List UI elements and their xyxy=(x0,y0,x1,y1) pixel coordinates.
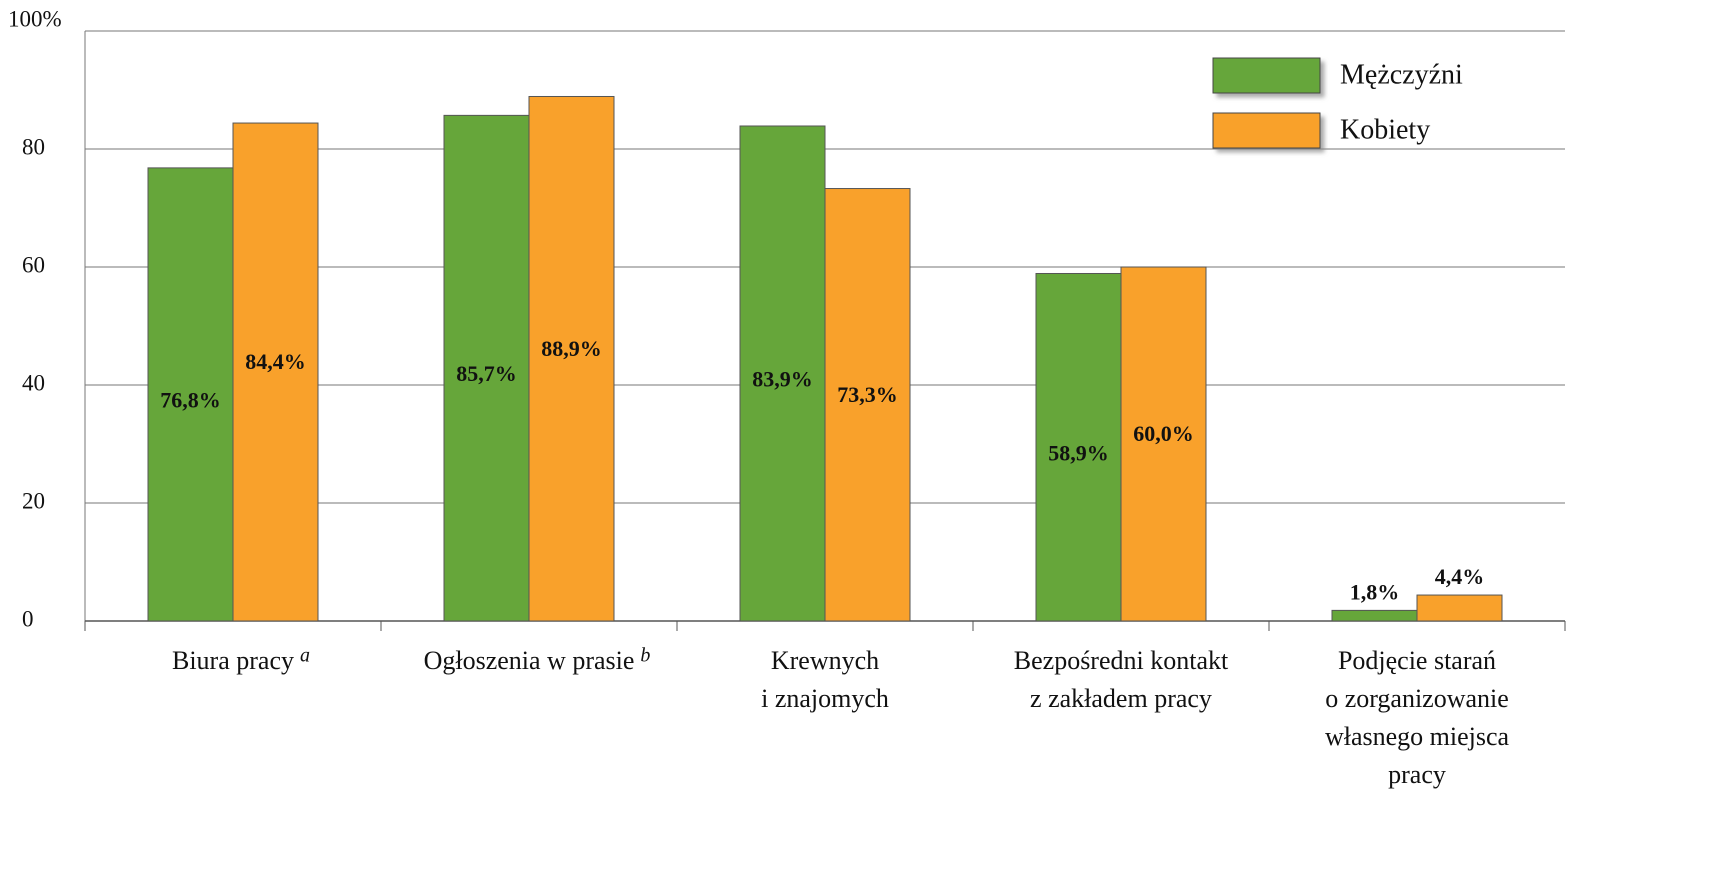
legend-swatch xyxy=(1212,112,1321,149)
value-label: 76,8% xyxy=(160,387,221,412)
x-tick-label: o zorganizowanie xyxy=(1325,684,1509,713)
y-tick-label: 40 xyxy=(22,370,45,395)
x-tick-label: Podjęcie starań xyxy=(1338,646,1496,675)
bar xyxy=(1331,609,1418,622)
x-tick-label: z zakładem pracy xyxy=(1030,684,1212,713)
bar xyxy=(739,125,826,622)
value-label: 1,8% xyxy=(1350,579,1400,604)
x-tick-label: Krewnych xyxy=(771,646,879,675)
bar xyxy=(1035,272,1122,622)
bar xyxy=(443,114,530,622)
value-label: 4,4% xyxy=(1435,564,1485,589)
bar xyxy=(1120,266,1207,622)
value-label: 88,9% xyxy=(541,336,602,361)
bar xyxy=(528,95,615,622)
y-tick-label: 80 xyxy=(22,134,45,159)
legend-label: Kobiety xyxy=(1340,114,1430,145)
x-tick-label: i znajomych xyxy=(761,684,889,713)
x-tick-label: pracy xyxy=(1388,760,1446,789)
y-tick-label: 20 xyxy=(22,488,45,513)
legend-swatch xyxy=(1212,57,1321,94)
bar xyxy=(824,188,911,622)
y-tick-label: 100% xyxy=(8,6,62,31)
value-label: 84,4% xyxy=(245,349,306,374)
bar xyxy=(1416,594,1503,622)
footnote-mark: b xyxy=(640,645,650,667)
value-label: 60,0% xyxy=(1133,421,1194,446)
x-tick-label: Bezpośredni kontakt xyxy=(1014,646,1229,675)
y-tick-label: 60 xyxy=(22,252,45,277)
bar xyxy=(232,122,319,622)
x-tick-label: Biura pracy xyxy=(172,646,294,675)
x-tick-label: Ogłoszenia w prasie xyxy=(424,646,635,675)
footnote-mark: a xyxy=(300,645,310,667)
legend-label: Mężczyźni xyxy=(1340,59,1463,90)
value-label: 85,7% xyxy=(456,361,517,386)
value-label: 73,3% xyxy=(837,382,898,407)
x-tick-label: własnego miejsca xyxy=(1325,722,1510,751)
value-label: 58,9% xyxy=(1048,440,1109,465)
value-label: 83,9% xyxy=(752,367,813,392)
y-tick-label: 0 xyxy=(22,606,34,631)
